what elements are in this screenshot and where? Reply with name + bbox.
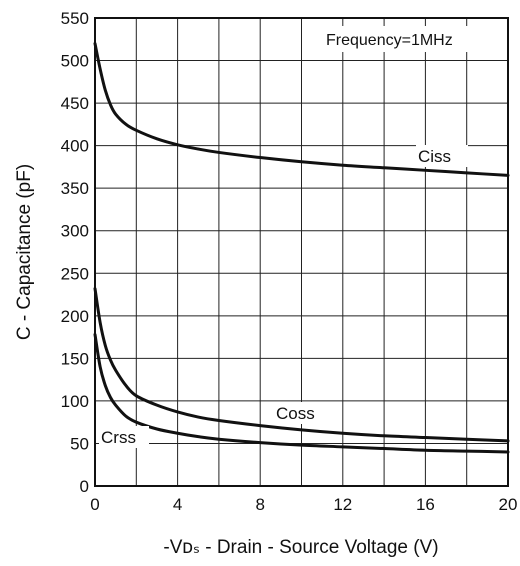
- series-line-coss: [93, 287, 510, 443]
- x-tick-label: 20: [499, 495, 518, 514]
- grid-lines: [95, 18, 508, 486]
- y-tick-label: 250: [61, 264, 89, 283]
- series-label-crss: Crss: [101, 428, 136, 447]
- y-tick-label: 450: [61, 94, 89, 113]
- x-tick-label: 0: [90, 495, 99, 514]
- y-tick-label: 500: [61, 52, 89, 71]
- y-tick-label: 50: [70, 434, 89, 453]
- y-tick-label: 0: [80, 477, 89, 496]
- label-crss-group: Crss: [99, 426, 149, 448]
- y-tick-label: 200: [61, 307, 89, 326]
- series-label-ciss: Ciss: [418, 147, 451, 166]
- y-tick-label: 150: [61, 349, 89, 368]
- x-tick-label: 12: [333, 495, 352, 514]
- plot-frame: [94, 17, 509, 487]
- x-tick-label: 8: [255, 495, 264, 514]
- series-label-coss: Coss: [276, 404, 315, 423]
- label-coss-group: Coss: [272, 402, 332, 424]
- series-line-crss: [93, 333, 510, 454]
- y-axis-title: C - Capacitance (pF): [14, 164, 35, 340]
- y-tick-label: 300: [61, 222, 89, 241]
- series-line-ciss: [93, 42, 510, 177]
- y-tick-labels: 0 50 100 150 200 250 300 350 400 450 500 550: [61, 9, 89, 496]
- frequency-annotation: Frequency=1MHz: [326, 32, 453, 49]
- y-tick-label: 550: [61, 9, 89, 28]
- y-tick-label: 100: [61, 392, 89, 411]
- x-tick-labels: 0 4 8 12 16 20: [90, 495, 517, 514]
- annotation-box: Frequency=1MHz: [322, 26, 498, 52]
- x-tick-label: 16: [416, 495, 435, 514]
- y-tick-label: 400: [61, 137, 89, 156]
- x-tick-label: 4: [173, 495, 182, 514]
- y-tick-label: 350: [61, 179, 89, 198]
- series-lines: [93, 42, 510, 454]
- x-axis-title: -Vᴅₛ - Drain - Source Voltage (V): [163, 537, 438, 558]
- label-ciss-group: Ciss: [416, 145, 468, 167]
